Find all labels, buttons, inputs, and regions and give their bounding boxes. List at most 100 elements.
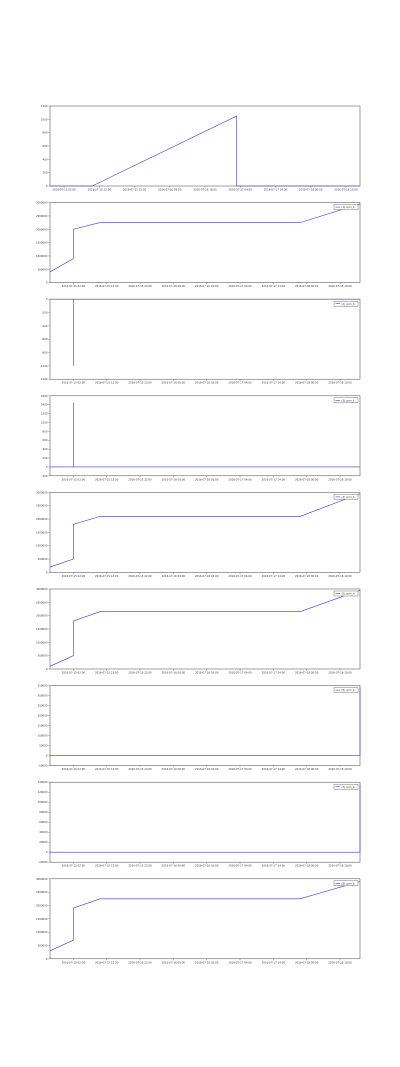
legend-label: (2) cpm_b (342, 302, 355, 306)
x-tick-label: 2016-07-17 04:00 (228, 574, 252, 578)
y-tick-label: 100000 (38, 734, 48, 738)
y-tick-label: 1500000 (36, 530, 48, 534)
y-tick-label: 2500000 (36, 504, 48, 508)
x-tick-label: 2016-07-15 22:00 (128, 574, 152, 578)
x-tick-label: 2016-07-18 10:00 (328, 284, 352, 288)
y-tick-label: 800 (43, 131, 48, 135)
plot-frame (49, 395, 361, 477)
plot-frame (49, 878, 361, 960)
data-line (50, 784, 361, 853)
y-tick-label: 500000 (38, 557, 48, 561)
y-tick-label: 1000000 (36, 640, 48, 644)
y-tick-label: 1000000 (36, 544, 48, 548)
y-tick-label: 0 (46, 667, 48, 671)
y-tick-label: 1000 (41, 420, 48, 424)
x-tick-label: 2016-07-16 08:00 (162, 477, 186, 481)
x-tick-label: 2016-07-15 02:00 (52, 188, 76, 192)
y-tick-label: 80000 (39, 810, 48, 814)
y-tick-label: 2000000 (36, 614, 48, 618)
legend-label: (6) cpm_b (342, 688, 355, 692)
x-tick-label: 2016-07-15 22:00 (128, 381, 152, 385)
x-tick-label: 2016-07-18 00:00 (299, 188, 323, 192)
y-tick-label: 0 (46, 957, 48, 961)
x-tick-label: 2016-07-17 14:00 (262, 574, 286, 578)
y-tick-label: -200 (42, 474, 48, 478)
y-tick-label: -600 (42, 337, 48, 341)
x-tick-label: 2016-07-17 14:00 (262, 671, 286, 675)
x-tick-label: 2016-07-16 08:00 (158, 188, 182, 192)
y-tick-label: -1000 (40, 364, 48, 368)
x-tick-label: 2016-07-16 18:00 (195, 477, 219, 481)
x-tick-label: 2016-07-15 02:00 (62, 477, 86, 481)
data-line (50, 402, 360, 468)
x-tick-label: 2016-07-16 18:00 (195, 767, 219, 771)
y-tick-label: 0 (46, 184, 48, 188)
y-tick-label: 400 (43, 157, 48, 161)
y-tick-label: 600 (43, 438, 48, 442)
legend-box (333, 880, 359, 886)
x-tick-label: 2016-07-15 12:00 (95, 864, 119, 868)
y-tick-label: 200 (43, 171, 48, 175)
y-tick-label: 40000 (39, 830, 48, 834)
plot-frame (49, 685, 361, 766)
y-tick-label: 250000 (38, 704, 48, 708)
legend-box (333, 687, 359, 693)
legend-label: (7) cpm_b (342, 785, 355, 789)
y-tick-label: -1200 (40, 377, 48, 381)
x-tick-label: 2016-07-18 10:00 (328, 960, 352, 964)
y-tick-label: 0 (46, 850, 48, 854)
data-line (49, 203, 361, 273)
y-tick-label: 1600 (41, 394, 48, 398)
x-tick-label: 2016-07-15 12:00 (95, 381, 119, 385)
x-tick-label: 2016-07-15 02:00 (62, 767, 86, 771)
y-tick-label: 500000 (38, 654, 48, 658)
y-tick-label: 1200 (41, 104, 48, 108)
y-tick-label: 140000 (38, 780, 48, 784)
y-tick-label: 3000000 (36, 490, 48, 494)
x-tick-label: 2016-07-18 10:00 (328, 671, 352, 675)
y-tick-label: 0 (46, 570, 48, 574)
plot-frame (49, 105, 361, 187)
x-tick-label: 2016-07-17 14:00 (262, 960, 286, 964)
data-line (50, 298, 360, 366)
x-tick-label: 2016-07-16 18:00 (195, 864, 219, 868)
legend-box (333, 301, 359, 307)
plot-frame (49, 588, 361, 670)
y-tick-label: 2000000 (36, 903, 48, 907)
legend-label: (1) cpm_b (342, 205, 355, 209)
y-tick-label: 1000000 (36, 254, 48, 258)
x-tick-label: 2016-07-17 04:00 (229, 188, 253, 192)
x-tick-label: 2016-07-17 04:00 (228, 381, 252, 385)
x-tick-label: 2016-07-15 12:00 (95, 284, 119, 288)
x-tick-label: 2016-07-18 00:00 (295, 864, 319, 868)
x-tick-label: 2016-07-15 12:00 (88, 188, 112, 192)
x-tick-label: 2016-07-15 12:00 (95, 767, 119, 771)
y-tick-label: 400 (43, 447, 48, 451)
legend-box (333, 397, 359, 403)
x-tick-label: 2016-07-18 00:00 (295, 960, 319, 964)
x-tick-label: 2016-07-17 04:00 (228, 960, 252, 964)
x-tick-label: 2016-07-16 08:00 (162, 864, 186, 868)
y-tick-label: 1500000 (36, 241, 48, 245)
legend-label: (8) cpm_b (342, 881, 355, 885)
x-tick-label: 2016-07-15 02:00 (62, 960, 86, 964)
y-tick-label: 1000 (41, 117, 48, 121)
data-line (49, 590, 361, 667)
x-tick-label: 2016-07-17 14:00 (262, 864, 286, 868)
y-tick-label: 2000000 (36, 227, 48, 231)
y-tick-label: 100000 (38, 800, 48, 804)
x-tick-label: 2016-07-18 00:00 (295, 767, 319, 771)
plot-frame (49, 781, 361, 863)
x-tick-label: 2016-07-18 00:00 (295, 574, 319, 578)
x-tick-label: 2016-07-17 04:00 (228, 767, 252, 771)
y-tick-label: 800 (43, 429, 48, 433)
x-tick-label: 2016-07-17 14:00 (264, 188, 288, 192)
y-tick-label: 2500000 (36, 214, 48, 218)
x-tick-label: 2016-07-18 10:00 (328, 574, 352, 578)
x-tick-label: 2016-07-18 10:00 (328, 864, 352, 868)
y-tick-label: 0 (46, 281, 48, 285)
y-tick-label: 3000000 (36, 201, 48, 205)
x-tick-label: 2016-07-17 04:00 (228, 671, 252, 675)
legend-label: (3) cpm_b (342, 398, 355, 402)
data-line (49, 493, 361, 568)
